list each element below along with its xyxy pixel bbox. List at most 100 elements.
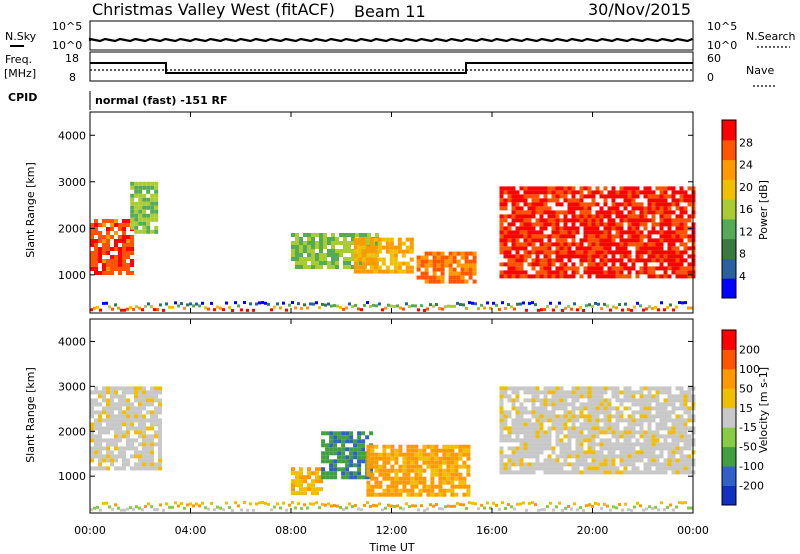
heatmap-cell [122, 259, 126, 263]
heatmap-cell [361, 265, 366, 270]
heatmap-cell [90, 450, 94, 455]
heatmap-cell [555, 414, 560, 419]
heatmap-cell [575, 438, 580, 443]
heatmap-cell [635, 258, 640, 263]
heatmap-cell [339, 253, 343, 257]
heatmap-cell [579, 238, 584, 243]
heatmap-cell [142, 386, 146, 391]
heatmap-cell [515, 202, 520, 207]
heatmap-cell [440, 263, 445, 268]
heatmap-cell [410, 460, 415, 465]
heatmap-cell [655, 394, 660, 399]
ground-scatter-cell [576, 308, 579, 312]
heatmap-cell [587, 234, 592, 239]
heatmap-cell [406, 444, 411, 449]
heatmap-cell [567, 186, 572, 191]
heatmap-cell [333, 471, 338, 476]
heatmap-cell [615, 410, 620, 415]
heatmap-cell [130, 201, 135, 206]
heatmap-cell [142, 454, 146, 459]
heatmap-cell [357, 459, 362, 464]
heatmap-cell [567, 258, 572, 263]
heatmap-cell [619, 222, 624, 227]
heatmap-cell [655, 250, 660, 255]
heatmap-cell [563, 426, 568, 431]
heatmap-cell [639, 454, 644, 459]
heatmap-cell [543, 406, 548, 411]
heatmap-cell [639, 266, 644, 271]
ground-scatter-cell [213, 308, 216, 312]
heatmap-cell [535, 186, 540, 191]
heatmap-cell [442, 460, 447, 465]
heatmap-cell [527, 274, 532, 279]
ground-scatter-cell [639, 504, 642, 508]
heatmap-cell [667, 186, 672, 191]
heatmap-cell [150, 185, 155, 190]
heatmap-cell [631, 218, 636, 223]
heatmap-cell [579, 198, 584, 203]
colorbar-tick-label: 200 [739, 343, 760, 356]
heatmap-cell [683, 266, 688, 271]
heatmap-cell [531, 426, 536, 431]
heatmap-cell [146, 438, 150, 443]
heatmap-cell [291, 487, 295, 492]
date-label: 30/Nov/2015 [588, 0, 691, 19]
heatmap-cell [373, 261, 378, 266]
heatmap-cell [106, 259, 110, 263]
ground-scatter-cell [627, 508, 630, 512]
heatmap-cell [90, 239, 94, 243]
heatmap-cell [323, 245, 327, 249]
heatmap-cell [587, 386, 592, 391]
heatmap-cell [432, 267, 437, 272]
heatmap-cell [327, 253, 331, 257]
heatmap-cell [531, 226, 536, 231]
heatmap-cell [436, 279, 441, 284]
heatmap-cell [515, 398, 520, 403]
cpid-text: normal (fast) -151 RF [95, 94, 228, 107]
heatmap-cell [90, 426, 94, 431]
ground-scatter-cell [312, 502, 315, 506]
colorbar-segment [722, 179, 736, 200]
heatmap-cell [543, 270, 548, 275]
heatmap-cell [611, 426, 616, 431]
heatmap-cell [599, 418, 604, 423]
heatmap-cell [126, 251, 130, 255]
heatmap-cell [331, 233, 335, 237]
heatmap-cell [365, 475, 370, 480]
heatmap-cell [667, 414, 672, 419]
y-tick-label: 4000 [58, 335, 86, 348]
heatmap-cell [353, 471, 358, 476]
heatmap-cell [663, 250, 668, 255]
heatmap-cell [418, 468, 423, 473]
heatmap-cell [607, 210, 612, 215]
heatmap-cell [110, 458, 114, 463]
heatmap-cell [671, 246, 676, 251]
heatmap-cell [158, 446, 162, 451]
heatmap-cell [675, 250, 680, 255]
heatmap-cell [519, 242, 524, 247]
heatmap-cell [527, 454, 532, 459]
heatmap-cell [464, 271, 469, 276]
heatmap-cell [102, 386, 106, 391]
heatmap-cell [539, 230, 544, 235]
heatmap-cell [446, 480, 451, 485]
heatmap-cell [440, 259, 445, 264]
heatmap-cell [374, 476, 379, 481]
heatmap-cell [361, 451, 366, 456]
heatmap-cell [106, 271, 110, 275]
ground-scatter-cell [327, 302, 330, 306]
heatmap-cell [138, 426, 142, 431]
heatmap-cell [503, 270, 508, 275]
ground-scatter-cell [123, 308, 126, 312]
heatmap-cell [515, 266, 520, 271]
heatmap-cell [595, 418, 600, 423]
heatmap-cell [683, 458, 688, 463]
heatmap-cell [118, 450, 122, 455]
heatmap-cell [663, 230, 668, 235]
heatmap-cell [647, 386, 652, 391]
heatmap-cell [563, 470, 568, 475]
ground-scatter-cell [108, 305, 111, 309]
ground-scatter-cell [528, 501, 531, 505]
heatmap-cell [398, 492, 403, 497]
colorbar-segment [722, 349, 736, 370]
